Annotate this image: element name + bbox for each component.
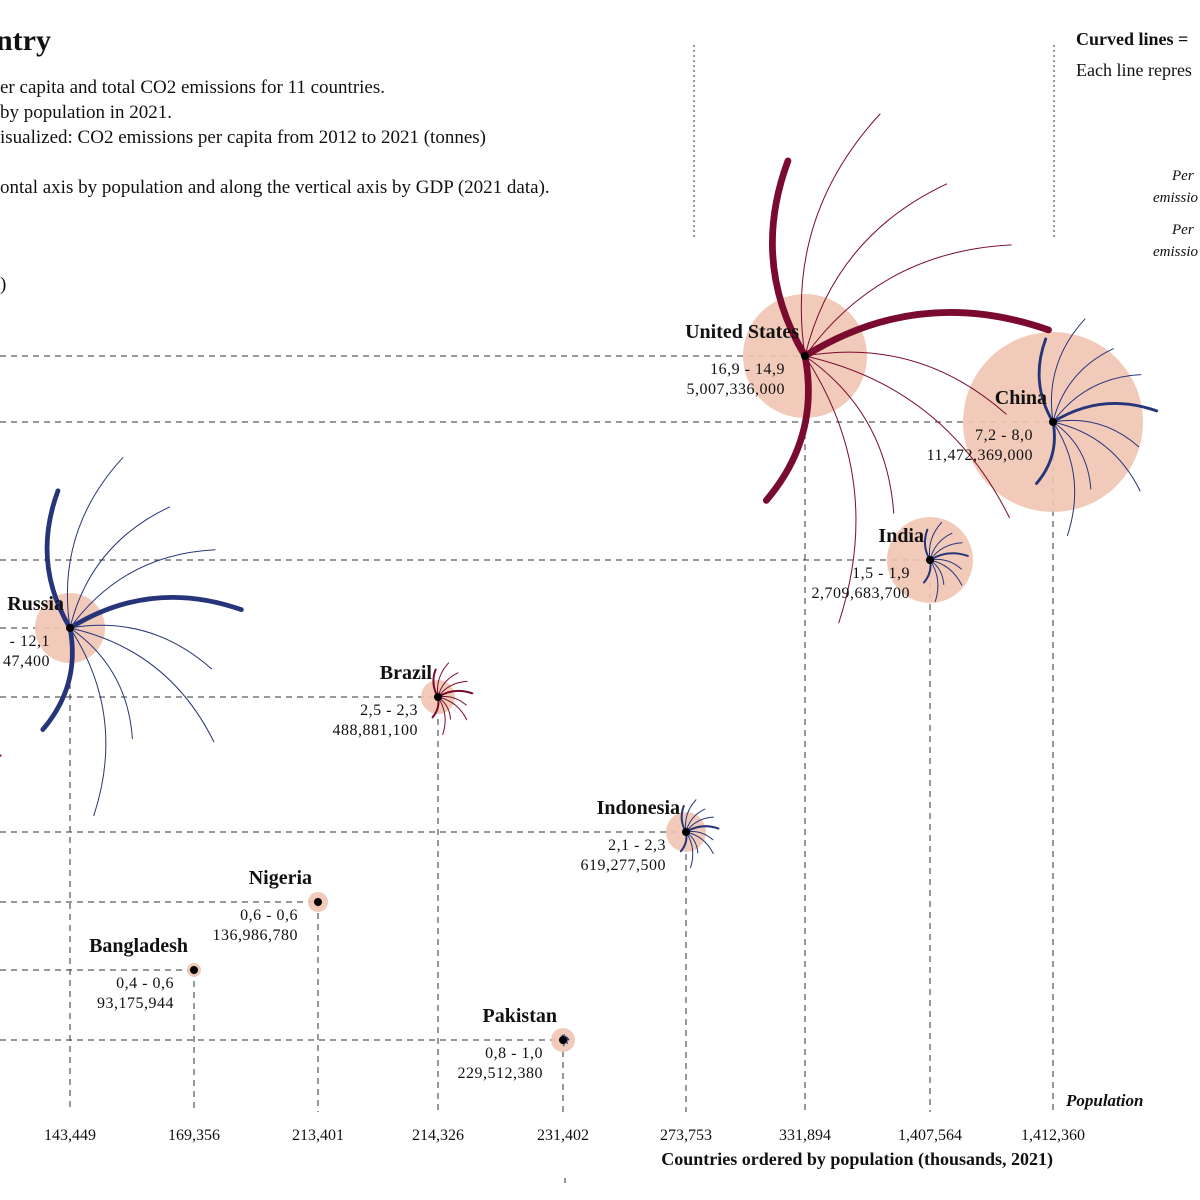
description-line: ) [0, 274, 7, 295]
country-name: Nigeria [248, 867, 312, 889]
country-name: Bangladesh [89, 935, 188, 957]
co2-per-capita-range: 16,9 - 14,9 [710, 361, 785, 378]
total-emissions: 47,400 [3, 653, 50, 670]
emission-year-curve [801, 309, 1052, 360]
total-emissions: 2,709,683,700 [811, 585, 910, 602]
co2-per-capita-range: 1,5 - 1,9 [852, 565, 910, 582]
x-axis-label: Countries ordered by population (thousan… [661, 1149, 1053, 1169]
country-point [682, 828, 690, 836]
country-point [434, 693, 442, 701]
emission-year-curve [769, 157, 809, 360]
co2-per-capita-range: 0,8 - 1,0 [485, 1045, 543, 1062]
emission-year-curve [804, 355, 895, 514]
emission-year-curve [1052, 348, 1114, 423]
co2-per-capita-range: 0,4 - 0,6 [116, 975, 174, 992]
emission-year-curve [1050, 318, 1086, 423]
emission-year-curve [69, 506, 171, 629]
emission-year-curve [0, 754, 2, 757]
co2-flower-china [1035, 318, 1159, 537]
emission-year-curve [40, 625, 75, 732]
legend-item-label: Per [1172, 168, 1194, 184]
emission-year-curve [1052, 421, 1092, 490]
legend-heading: Curved lines = [1076, 29, 1189, 49]
legend-subheading: Each line repres [1076, 60, 1192, 80]
legend-item-label: emissio [1153, 244, 1198, 260]
country-point [190, 966, 198, 974]
partial-flower [0, 754, 2, 757]
co2-per-capita-range: 2,5 - 2,3 [360, 702, 418, 719]
co2-per-capita-range: 7,2 - 8,0 [975, 427, 1033, 444]
emission-year-curve [1035, 420, 1056, 485]
country-name: India [878, 525, 924, 547]
emission-year-curve [1052, 419, 1140, 448]
x-tick-label: 143,449 [44, 1127, 96, 1144]
co2-per-capita-range: 2,1 - 2,3 [608, 837, 666, 854]
x-tick-label: 231,402 [537, 1127, 589, 1144]
emission-year-curve [762, 352, 812, 504]
emission-year-curve [804, 355, 1010, 519]
x-axis-name: Population [1066, 1091, 1144, 1110]
country-point [66, 624, 74, 632]
total-emissions: 136,986,780 [212, 927, 298, 944]
x-tick-label: 214,326 [412, 1127, 464, 1144]
emission-year-curve [804, 183, 948, 357]
emission-year-curve [44, 488, 73, 631]
country-name: Pakistan [482, 1005, 557, 1027]
country-point [559, 1036, 567, 1044]
emission-year-curve [804, 355, 857, 624]
x-tick-label: 169,356 [168, 1127, 220, 1144]
co2-flower-united-states [762, 113, 1052, 624]
country-name: Brazil [379, 662, 432, 684]
country-point [1049, 418, 1057, 426]
emission-year-curve [804, 351, 1007, 415]
emission-year-curve [1052, 374, 1142, 423]
emission-year-curve [69, 624, 213, 670]
emission-year-curve [1052, 421, 1076, 537]
total-emissions: 93,175,944 [97, 995, 174, 1012]
country-point [801, 352, 809, 360]
emission-year-curve [804, 244, 1012, 357]
country-point [926, 556, 934, 564]
emission-year-curve [1051, 402, 1159, 424]
country-name: Russia [7, 593, 64, 615]
x-tick-label: 331,894 [779, 1127, 831, 1144]
emission-year-curve [1052, 421, 1141, 492]
description-line: by population in 2021. [0, 102, 173, 123]
country-point [314, 898, 322, 906]
emission-year-curve [67, 457, 124, 629]
total-emissions: 5,007,336,000 [686, 381, 785, 398]
co2-per-capita-range: - 12,1 [9, 633, 50, 650]
emission-year-curve [69, 627, 215, 743]
total-emissions: 619,277,500 [580, 857, 666, 874]
x-tick-label: 1,412,360 [1021, 1127, 1085, 1144]
emission-year-curve [67, 595, 244, 631]
description-line: er capita and total CO2 emissions for 11… [0, 77, 386, 98]
co2-per-capita-range: 0,6 - 0,6 [240, 907, 298, 924]
legend-item-label: Per [1172, 222, 1194, 238]
co2-flower-russia [40, 457, 244, 817]
total-emissions: 488,881,100 [332, 722, 418, 739]
country-name: United States [685, 321, 799, 343]
x-tick-label: 213,401 [292, 1127, 344, 1144]
description-line: isualized: CO2 emissions per capita from… [0, 127, 486, 148]
total-emissions: 229,512,380 [457, 1065, 543, 1082]
legend-item-label: emissio [1153, 190, 1198, 206]
emission-year-curve [800, 113, 881, 357]
emission-year-curve [69, 549, 216, 629]
emission-year-curve [69, 627, 107, 817]
description-line: ontal axis by population and along the v… [0, 177, 550, 198]
emission-year-curve [69, 627, 133, 740]
total-emissions: 11,472,369,000 [926, 447, 1033, 464]
page-title: ntry [0, 24, 51, 57]
country-name: Indonesia [596, 797, 680, 819]
x-tick-label: 273,753 [660, 1127, 712, 1144]
emission-year-curve [1037, 337, 1055, 424]
x-tick-label: 1,407,564 [898, 1127, 962, 1144]
country-name: China [994, 387, 1047, 409]
